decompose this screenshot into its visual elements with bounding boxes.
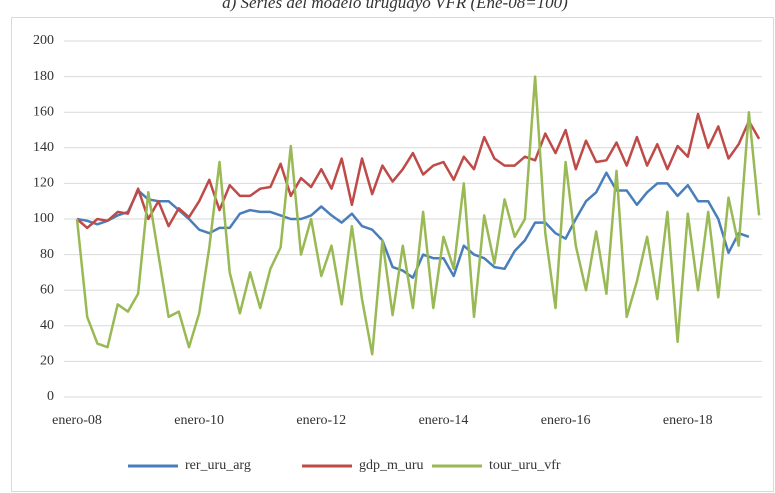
series-line	[75, 75, 761, 356]
y-tick-label: 0	[47, 389, 54, 404]
y-tick-label: 140	[33, 140, 54, 155]
legend-label: gdp_m_uru	[359, 458, 424, 473]
series-line	[76, 112, 761, 230]
y-tick-label: 60	[40, 282, 54, 297]
y-tick-label: 40	[40, 318, 54, 333]
legend-label: rer_uru_arg	[185, 458, 251, 473]
y-tick-label: 160	[33, 104, 54, 119]
legend-label: tour_uru_vfr	[489, 458, 561, 473]
x-tick-label: enero-08	[52, 413, 102, 428]
y-tick-label: 80	[40, 247, 54, 262]
x-tick-label: enero-16	[541, 413, 591, 428]
x-tick-label: enero-18	[663, 413, 713, 428]
series-line	[76, 171, 750, 279]
y-tick-label: 200	[33, 33, 54, 48]
chart-title: a) Series del modelo uruguayo VFR (Ene-0…	[222, 0, 568, 12]
x-tick-label: enero-10	[174, 413, 224, 428]
y-tick-label: 120	[33, 176, 54, 191]
x-tick-label: enero-12	[296, 413, 346, 428]
y-tick-label: 100	[33, 211, 54, 226]
x-tick-label: enero-14	[419, 413, 469, 428]
y-tick-label: 180	[33, 69, 54, 84]
y-tick-label: 20	[40, 354, 54, 369]
